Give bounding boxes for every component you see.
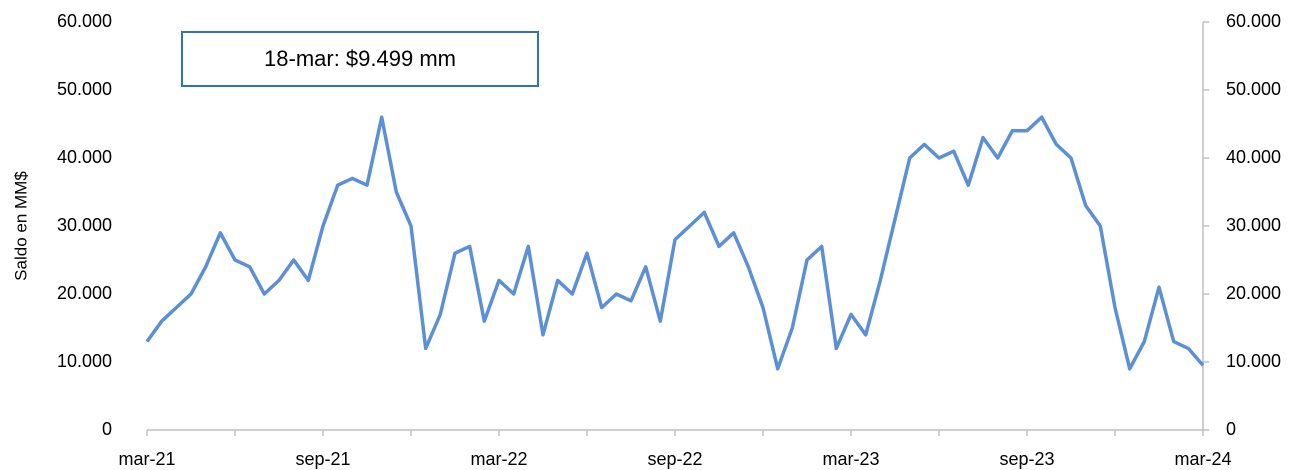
x-tick-label: sep-23 xyxy=(999,449,1054,469)
x-tick-label: mar-21 xyxy=(118,449,175,469)
y-tick-label: 10.000 xyxy=(57,351,112,371)
x-tick-label: sep-22 xyxy=(647,449,702,469)
y-tick-label: 0 xyxy=(102,419,112,439)
y2-tick-label: 40.000 xyxy=(1226,147,1281,167)
y2-tick-label: 30.000 xyxy=(1226,215,1281,235)
annotation: 18-mar: $9.499 mm xyxy=(264,46,456,71)
x-tick-label: mar-23 xyxy=(822,449,879,469)
y2-tick-label: 20.000 xyxy=(1226,283,1281,303)
x-tick-label: mar-24 xyxy=(1174,449,1231,469)
y-axis-label: Saldo en MM$ xyxy=(11,171,30,281)
x-tick-label: mar-22 xyxy=(470,449,527,469)
y-tick-label: 50.000 xyxy=(57,79,112,99)
y2-tick-label: 60.000 xyxy=(1226,11,1281,31)
y2-tick-label: 0 xyxy=(1226,419,1236,439)
y2-tick-label: 50.000 xyxy=(1226,79,1281,99)
data-line xyxy=(145,115,1205,371)
y-tick-label: 60.000 xyxy=(57,11,112,31)
y-tick-label: 20.000 xyxy=(57,283,112,303)
y-tick-label: 40.000 xyxy=(57,147,112,167)
y2-tick-label: 10.000 xyxy=(1226,351,1281,371)
annotation-box xyxy=(181,31,539,87)
y-tick-label: 30.000 xyxy=(57,215,112,235)
x-tick-label: sep-21 xyxy=(295,449,350,469)
